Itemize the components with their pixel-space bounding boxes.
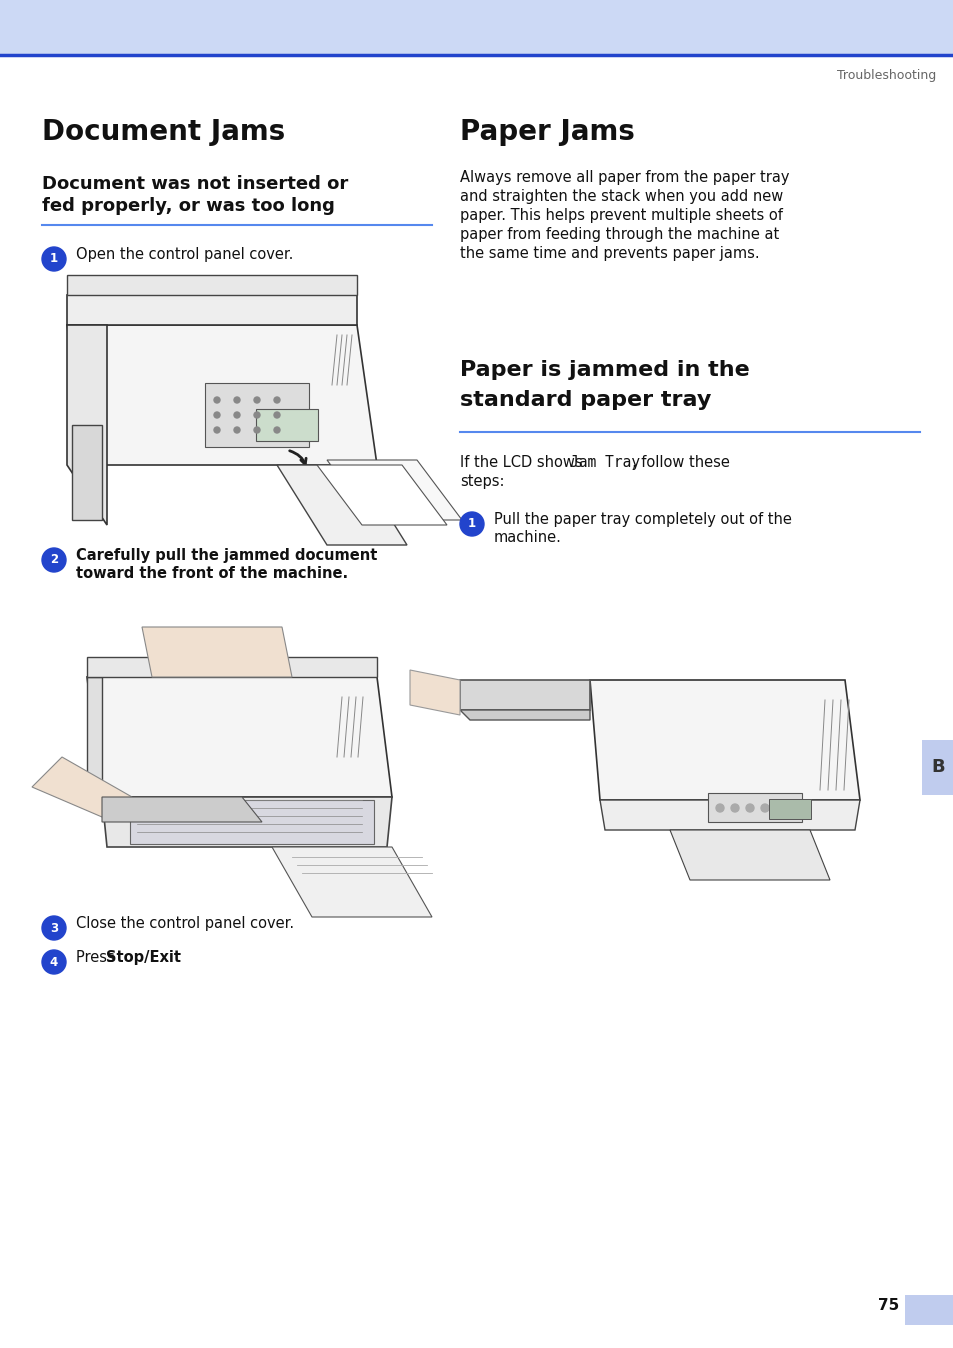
Text: 1: 1 [468, 518, 476, 531]
Text: 2: 2 [50, 554, 58, 566]
Circle shape [274, 412, 280, 418]
Text: 1: 1 [50, 252, 58, 266]
Polygon shape [589, 679, 859, 799]
Circle shape [253, 412, 260, 418]
Circle shape [716, 803, 723, 811]
Text: and straighten the stack when you add new: and straighten the stack when you add ne… [459, 189, 782, 204]
Text: Pull the paper tray completely out of the: Pull the paper tray completely out of th… [494, 512, 791, 527]
Circle shape [274, 398, 280, 403]
Text: steps:: steps: [459, 474, 504, 489]
Text: Troubleshooting: Troubleshooting [836, 69, 935, 82]
Polygon shape [316, 465, 447, 524]
Text: Document was not inserted or: Document was not inserted or [42, 175, 348, 193]
Text: toward the front of the machine.: toward the front of the machine. [76, 566, 348, 581]
Polygon shape [459, 710, 589, 720]
Text: standard paper tray: standard paper tray [459, 390, 711, 410]
Polygon shape [142, 627, 292, 677]
Circle shape [730, 803, 739, 811]
Text: Close the control panel cover.: Close the control panel cover. [76, 917, 294, 931]
Polygon shape [67, 325, 376, 465]
Text: Always remove all paper from the paper tray: Always remove all paper from the paper t… [459, 170, 789, 185]
Text: , follow these: , follow these [631, 456, 729, 470]
Circle shape [760, 803, 768, 811]
Circle shape [253, 427, 260, 433]
FancyBboxPatch shape [255, 408, 317, 441]
Text: Stop/Exit: Stop/Exit [106, 950, 181, 965]
Text: paper from feeding through the machine at: paper from feeding through the machine a… [459, 226, 779, 243]
Text: 4: 4 [50, 956, 58, 968]
Polygon shape [327, 460, 461, 520]
Text: Paper Jams: Paper Jams [459, 119, 634, 146]
Circle shape [233, 398, 240, 403]
Text: .: . [164, 950, 169, 965]
Polygon shape [71, 425, 102, 520]
Circle shape [233, 427, 240, 433]
Circle shape [42, 950, 66, 975]
Polygon shape [32, 758, 132, 817]
Text: Carefully pull the jammed document: Carefully pull the jammed document [76, 549, 377, 563]
FancyBboxPatch shape [130, 799, 374, 844]
Polygon shape [87, 656, 376, 677]
Circle shape [253, 398, 260, 403]
Text: Open the control panel cover.: Open the control panel cover. [76, 247, 294, 262]
Polygon shape [87, 677, 102, 797]
Text: 3: 3 [50, 922, 58, 934]
FancyBboxPatch shape [707, 793, 801, 822]
Circle shape [274, 427, 280, 433]
Text: machine.: machine. [494, 530, 561, 545]
Text: Jam Tray: Jam Tray [569, 456, 639, 470]
Polygon shape [669, 830, 829, 880]
Polygon shape [459, 679, 589, 710]
Text: Document Jams: Document Jams [42, 119, 285, 146]
Polygon shape [276, 465, 407, 545]
Polygon shape [102, 797, 392, 847]
Circle shape [213, 412, 220, 418]
Text: Press: Press [76, 950, 119, 965]
Circle shape [775, 803, 783, 811]
Polygon shape [272, 847, 432, 917]
Text: If the LCD shows: If the LCD shows [459, 456, 587, 470]
Text: 75: 75 [877, 1298, 898, 1313]
Circle shape [213, 427, 220, 433]
Polygon shape [67, 325, 107, 524]
Polygon shape [102, 797, 262, 822]
Circle shape [459, 512, 483, 537]
Circle shape [42, 917, 66, 940]
Circle shape [213, 398, 220, 403]
FancyBboxPatch shape [205, 383, 309, 448]
Polygon shape [67, 275, 356, 295]
Circle shape [42, 549, 66, 572]
Circle shape [42, 247, 66, 271]
Polygon shape [599, 799, 859, 830]
Polygon shape [67, 295, 356, 325]
FancyBboxPatch shape [921, 740, 953, 795]
Text: paper. This helps prevent multiple sheets of: paper. This helps prevent multiple sheet… [459, 208, 782, 222]
FancyBboxPatch shape [904, 1295, 953, 1325]
Text: B: B [930, 759, 943, 776]
Polygon shape [410, 670, 459, 714]
FancyBboxPatch shape [0, 0, 953, 55]
Text: Paper is jammed in the: Paper is jammed in the [459, 360, 749, 380]
FancyBboxPatch shape [768, 799, 810, 820]
Polygon shape [87, 677, 392, 797]
Circle shape [233, 412, 240, 418]
Text: the same time and prevents paper jams.: the same time and prevents paper jams. [459, 245, 759, 262]
Text: fed properly, or was too long: fed properly, or was too long [42, 197, 335, 214]
Circle shape [745, 803, 753, 811]
